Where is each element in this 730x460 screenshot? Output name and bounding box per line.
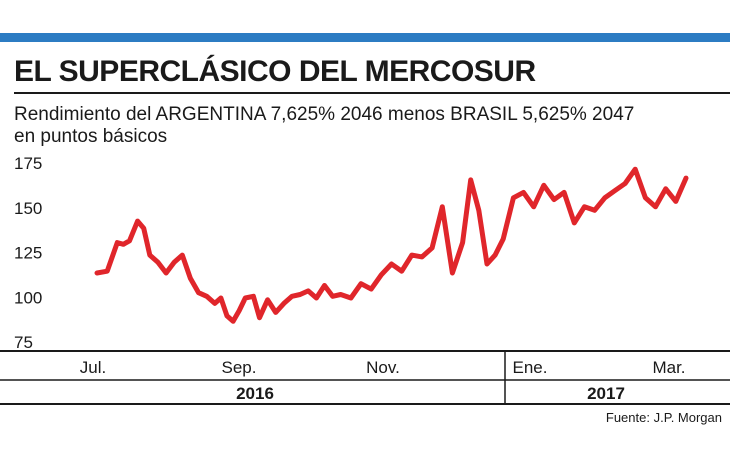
y-tick-label: 125 — [14, 244, 42, 263]
year-label: 2017 — [587, 384, 625, 403]
x-tick-label: Jul. — [80, 358, 106, 377]
x-tick-label: Ene. — [513, 358, 548, 377]
subtitle-line-2: en puntos básicos — [14, 126, 168, 147]
x-tick-label: Mar. — [652, 358, 685, 377]
subtitle-line-1: Rendimiento del ARGENTINA 7,625% 2046 me… — [14, 104, 635, 125]
top-accent-bar — [0, 33, 730, 42]
source-note: Fuente: J.P. Morgan — [605, 410, 722, 425]
y-tick-label: 75 — [14, 333, 33, 352]
y-tick-label: 175 — [14, 154, 42, 173]
title-underline — [14, 92, 730, 94]
year-label: 2016 — [236, 384, 274, 403]
y-tick-label: 150 — [14, 199, 42, 218]
chart-subtitle: Rendimiento del ARGENTINA 7,625% 2046 me… — [14, 104, 719, 148]
y-tick-label: 100 — [14, 288, 42, 307]
x-tick-label: Sep. — [222, 358, 257, 377]
x-tick-label: Nov. — [366, 358, 400, 377]
series-line — [94, 166, 689, 324]
chart-title: EL SUPERCLÁSICO DEL MERCOSUR — [14, 55, 536, 88]
